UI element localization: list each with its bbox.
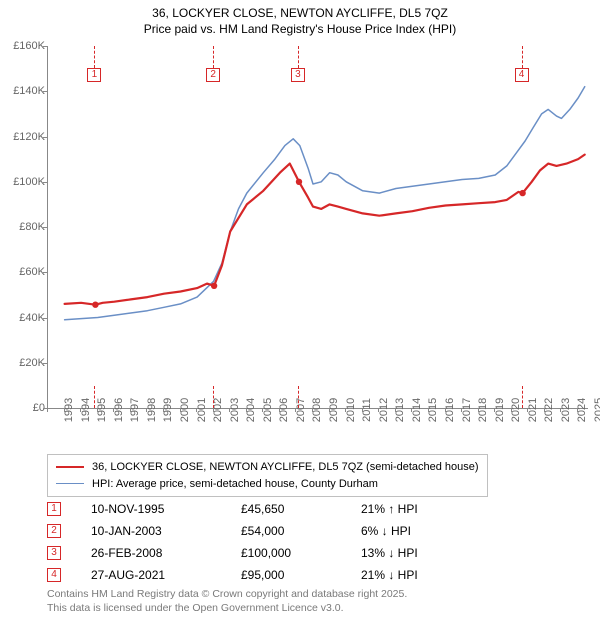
sale-index-box: 1 [47,502,61,516]
sale-delta: 21% ↑ HPI [361,502,451,516]
y-tick-label: £20K [19,357,45,369]
legend-item: 36, LOCKYER CLOSE, NEWTON AYCLIFFE, DL5 … [56,459,479,476]
marker-box-top: 3 [291,68,305,82]
table-row: 3 26-FEB-2008 £100,000 13% ↓ HPI [47,542,451,564]
y-tick-label: £160K [13,40,45,52]
chart-title: 36, LOCKYER CLOSE, NEWTON AYCLIFFE, DL5 … [0,0,600,37]
marker-box-top: 1 [87,68,101,82]
marker-box-top: 2 [206,68,220,82]
legend-item: HPI: Average price, semi-detached house,… [56,476,479,493]
sale-date: 10-JAN-2003 [91,524,241,538]
marker-box-top: 4 [515,68,529,82]
sale-index-box: 2 [47,524,61,538]
footer-line1: Contains HM Land Registry data © Crown c… [47,588,407,602]
x-tick-label: 2025 [577,398,600,422]
sales-table: 1 10-NOV-1995 £45,650 21% ↑ HPI 2 10-JAN… [47,498,451,586]
y-tick-label: £140K [13,85,45,97]
sale-delta: 13% ↓ HPI [361,546,451,560]
footer-line2: This data is licensed under the Open Gov… [47,602,407,616]
sale-dot [519,190,525,196]
legend-label: 36, LOCKYER CLOSE, NEWTON AYCLIFFE, DL5 … [92,459,479,476]
title-line1: 36, LOCKYER CLOSE, NEWTON AYCLIFFE, DL5 … [0,6,600,22]
sale-index-box: 3 [47,546,61,560]
sale-price: £54,000 [241,524,361,538]
y-tick-label: £120K [13,131,45,143]
plot-svg [48,46,588,408]
footer: Contains HM Land Registry data © Crown c… [47,588,407,615]
table-row: 4 27-AUG-2021 £95,000 21% ↓ HPI [47,564,451,586]
sale-dot [296,179,302,185]
legend: 36, LOCKYER CLOSE, NEWTON AYCLIFFE, DL5 … [47,454,488,497]
series-hpi [65,87,585,320]
sale-delta: 21% ↓ HPI [361,568,451,582]
sale-date: 10-NOV-1995 [91,502,241,516]
plot-area [47,46,588,409]
legend-swatch [56,483,84,484]
y-tick-label: £100K [13,176,45,188]
y-tick-label: £60K [19,266,45,278]
sale-dot [92,302,98,308]
sale-date: 27-AUG-2021 [91,568,241,582]
sale-index-box: 4 [47,568,61,582]
y-tick-label: £40K [19,312,45,324]
sale-price: £95,000 [241,568,361,582]
sale-price: £45,650 [241,502,361,516]
sale-price: £100,000 [241,546,361,560]
sale-delta: 6% ↓ HPI [361,524,451,538]
title-line2: Price paid vs. HM Land Registry's House … [0,22,600,38]
table-row: 2 10-JAN-2003 £54,000 6% ↓ HPI [47,520,451,542]
sale-date: 26-FEB-2008 [91,546,241,560]
table-row: 1 10-NOV-1995 £45,650 21% ↑ HPI [47,498,451,520]
sale-dot [211,283,217,289]
legend-swatch [56,466,84,468]
legend-label: HPI: Average price, semi-detached house,… [92,476,378,493]
y-tick-label: £80K [19,221,45,233]
chart-container: 36, LOCKYER CLOSE, NEWTON AYCLIFFE, DL5 … [0,0,600,620]
